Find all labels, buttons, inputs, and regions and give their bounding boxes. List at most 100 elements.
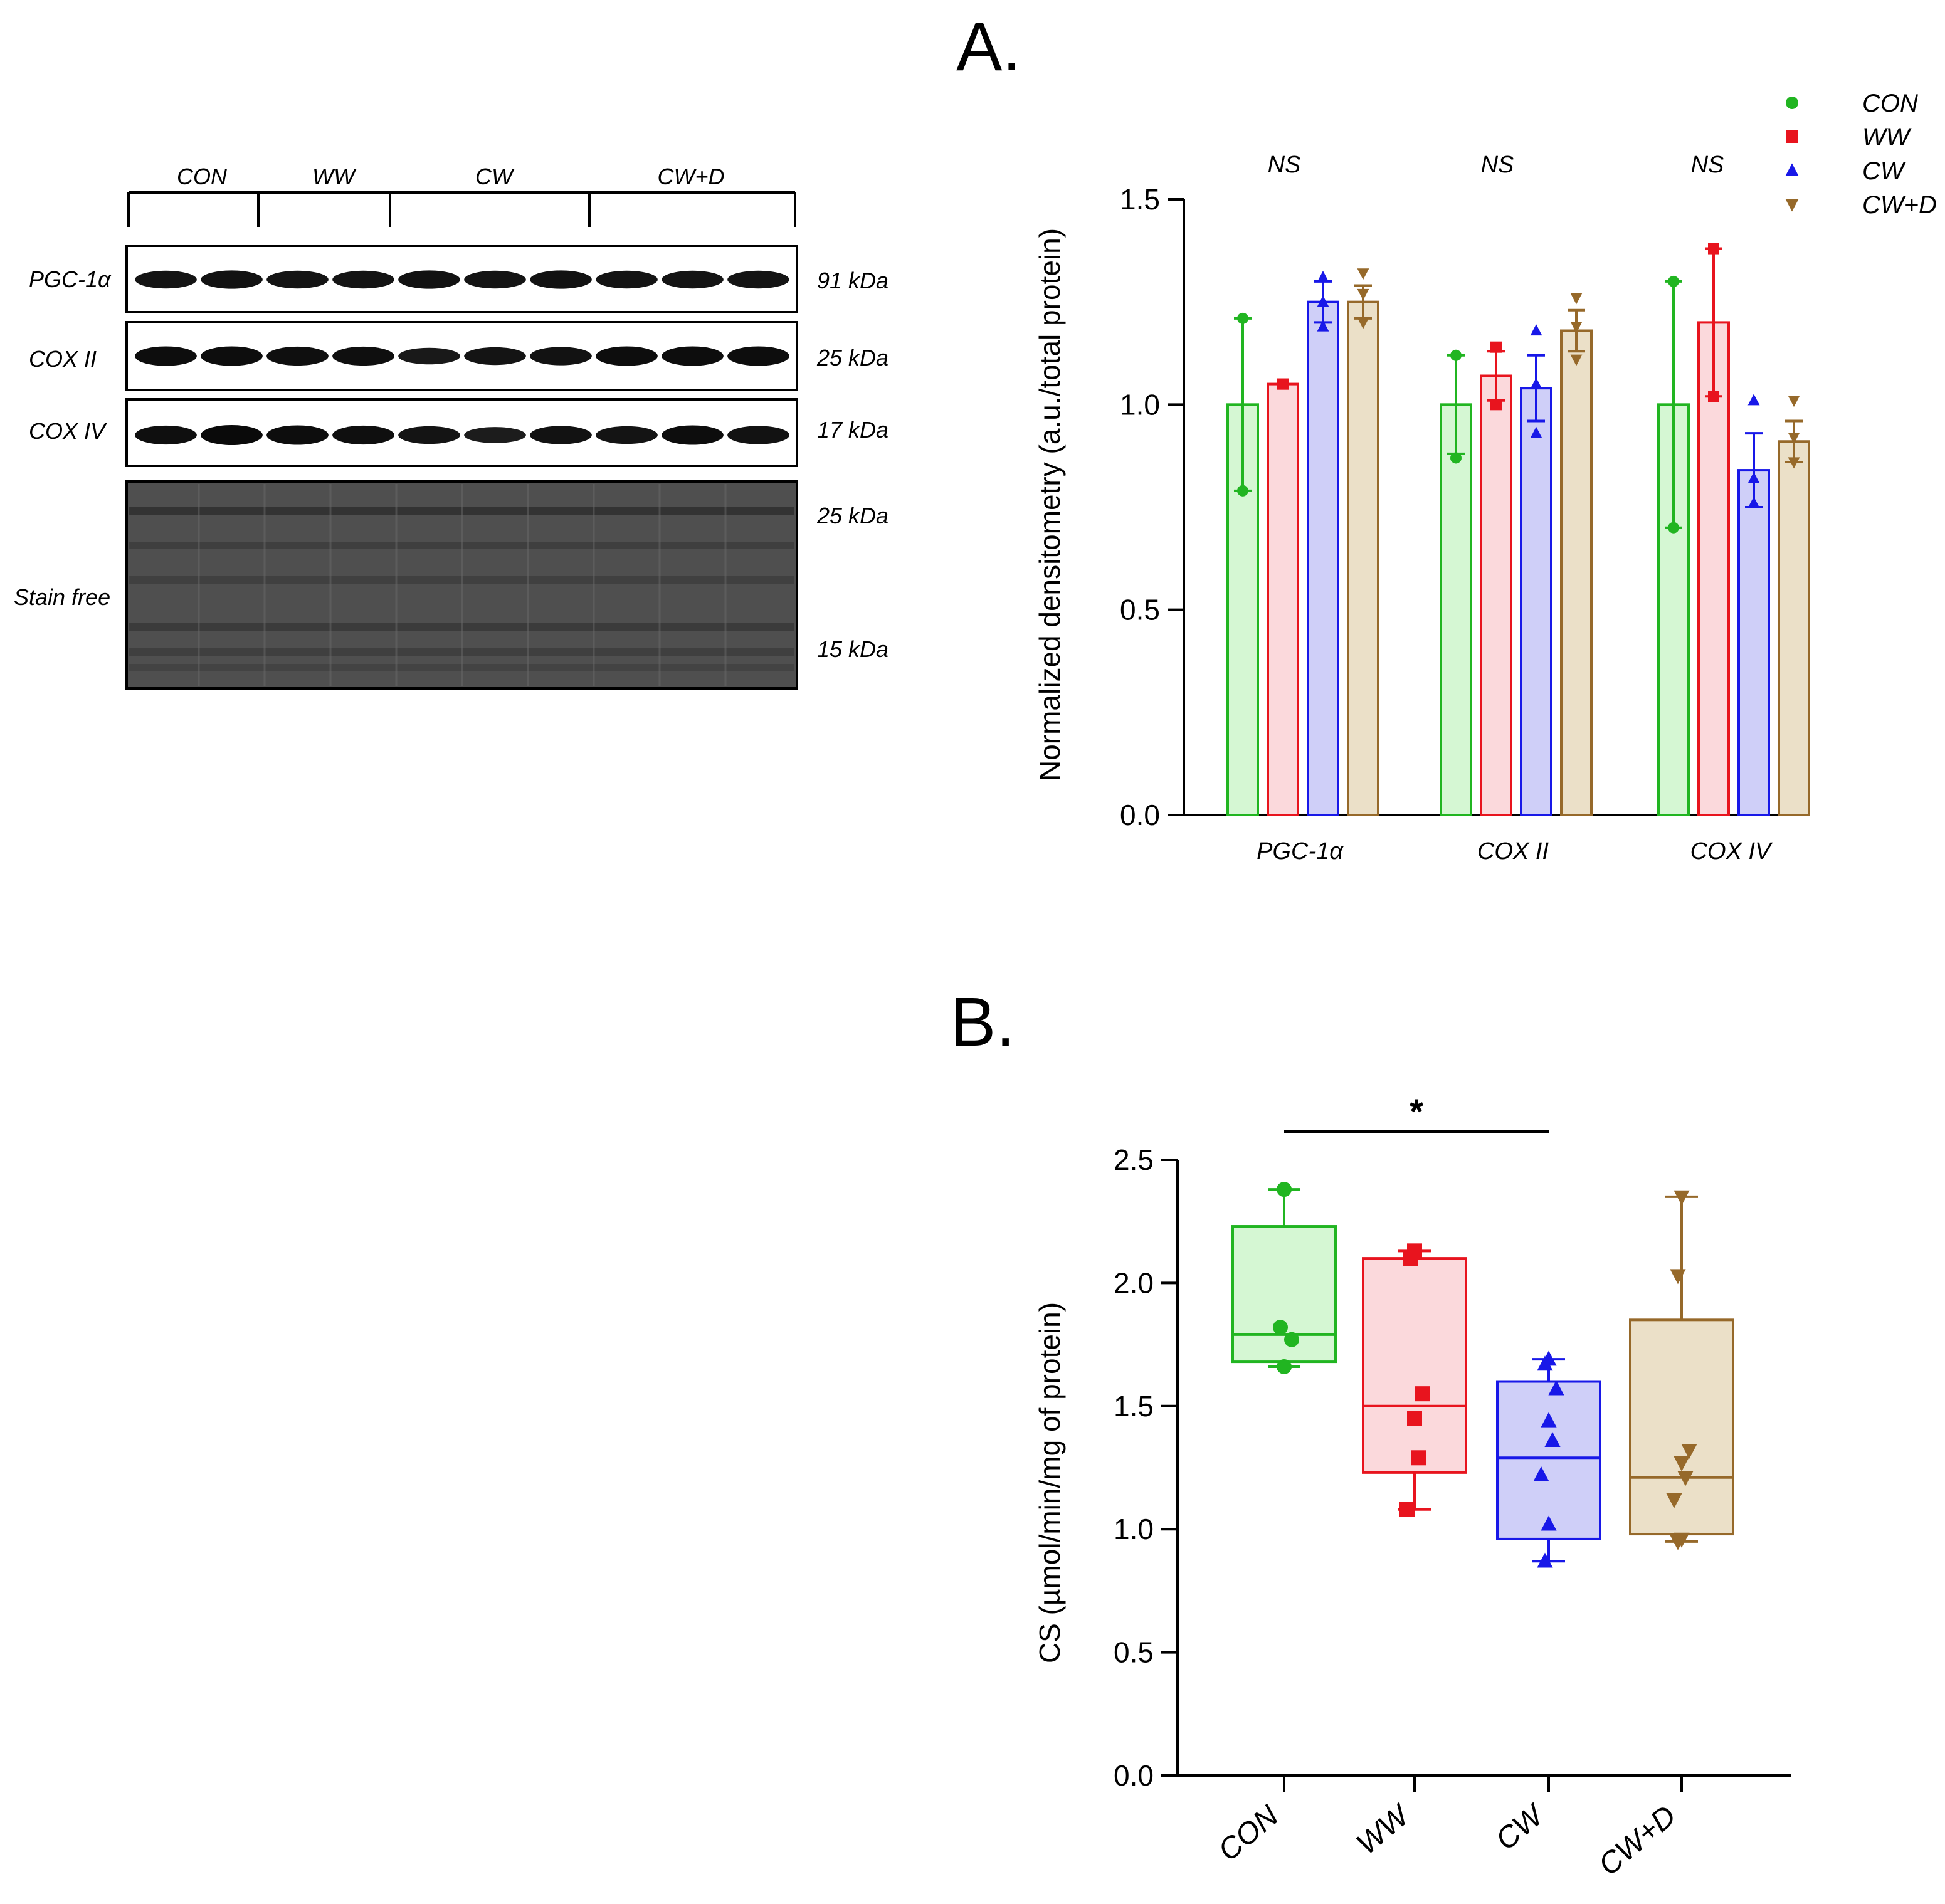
y-tick-label: 0.0	[1120, 799, 1160, 831]
data-point	[1317, 295, 1329, 307]
bar-cw	[1520, 387, 1552, 816]
box-cw	[1496, 1380, 1601, 1540]
blot-band	[135, 270, 197, 289]
blot-band	[530, 270, 592, 289]
blot-band	[530, 347, 592, 366]
stain-free-bands	[129, 484, 794, 686]
data-point	[1788, 396, 1800, 408]
western-blot: CON WW CW CW+D PGC-1α COX II COX IV Stai…	[14, 164, 888, 690]
data-point	[1530, 377, 1542, 389]
blot-row-label: PGC-1α	[29, 266, 112, 292]
x-tick-label: CW	[1490, 1797, 1552, 1857]
bar-cw-d	[1347, 300, 1379, 816]
x-tick-label: COX II	[1477, 838, 1549, 865]
data-point	[1357, 268, 1369, 280]
panel-b-ylabel: CS (µmol/min/mg of protein)	[1033, 1302, 1066, 1663]
legend-label: WW	[1862, 124, 1912, 151]
panel-a-bars	[1226, 243, 1810, 816]
x-tick-label: WW	[1351, 1797, 1418, 1861]
panel-label-b: B.	[950, 984, 1015, 1061]
blot-band	[266, 425, 329, 445]
data-point	[1317, 320, 1329, 332]
blot-band	[398, 347, 460, 365]
blot-band	[596, 346, 658, 366]
data-point	[1277, 378, 1289, 390]
bar-con	[1440, 403, 1472, 816]
panel-a-ylabel: Normalized densitometry (a.u./total prot…	[1033, 228, 1066, 781]
data-point	[1677, 1471, 1694, 1486]
data-point	[1548, 1380, 1564, 1396]
group-bracket	[127, 191, 796, 227]
significance-star: *	[1410, 1091, 1423, 1131]
blot-band	[332, 425, 394, 445]
blot-band	[398, 270, 460, 289]
data-point	[1666, 1493, 1682, 1508]
data-point	[1530, 324, 1542, 336]
y-tick-label: 1.5	[1114, 1390, 1154, 1423]
legend-label: CON	[1862, 90, 1918, 117]
blot-band	[266, 346, 329, 366]
data-point	[1544, 1431, 1561, 1447]
bar-ww	[1480, 374, 1512, 816]
data-point	[1237, 312, 1248, 324]
legend-label: CW	[1862, 157, 1906, 185]
blot-band	[266, 270, 329, 289]
data-point	[1415, 1386, 1430, 1402]
blot-band	[662, 270, 724, 289]
y-tick-label: 1.5	[1120, 183, 1160, 216]
data-point	[1668, 275, 1679, 287]
legend-label: CW+D	[1862, 191, 1937, 219]
bar-ww	[1697, 321, 1730, 816]
box-con	[1231, 1225, 1337, 1364]
data-point	[1747, 394, 1760, 406]
data-point	[1670, 1535, 1686, 1550]
data-point	[1537, 1552, 1553, 1568]
data-point	[1277, 1182, 1292, 1197]
data-point	[1670, 1269, 1686, 1285]
blot-kda-label: 25 kDa	[816, 345, 888, 371]
blot-band	[332, 270, 394, 289]
data-point	[1541, 1412, 1557, 1428]
panel-b-box-plot: B. 0.0 0.5 1.0 1.5 2.0 2.5 CON WW CW CW+D * CS (µm…	[950, 984, 1791, 1882]
blot-band	[727, 270, 789, 289]
data-point	[1450, 452, 1462, 464]
data-point	[1284, 1332, 1299, 1347]
blot-kda-label: 17 kDa	[817, 417, 888, 443]
blot-group-label: CW+D	[658, 164, 725, 189]
bar-cw-d	[1778, 440, 1810, 816]
data-point	[1708, 391, 1719, 402]
blot-band	[727, 346, 789, 366]
blot-bands	[135, 270, 789, 445]
data-point	[1541, 1515, 1557, 1531]
blot-band	[727, 426, 789, 444]
data-point	[1570, 322, 1583, 334]
blot-kda-label: 25 kDa	[816, 503, 888, 529]
panel-label-a: A.	[956, 8, 1021, 85]
y-tick-label: 0.0	[1114, 1759, 1154, 1792]
blot-band	[135, 346, 197, 366]
blot-band	[135, 425, 197, 445]
blot-band	[530, 426, 592, 444]
data-point	[1681, 1444, 1697, 1460]
blot-kda-label: 91 kDa	[817, 268, 888, 293]
ns-annotation: NS	[1481, 152, 1514, 178]
legend-marker	[1785, 199, 1799, 212]
x-tick-label: COX IV	[1690, 838, 1773, 865]
data-point	[1490, 399, 1502, 411]
y-tick-label: 1.0	[1114, 1513, 1154, 1545]
data-point	[1674, 1190, 1690, 1206]
blot-band	[201, 346, 263, 366]
x-tick-label: CW+D	[1593, 1799, 1682, 1882]
data-point	[1788, 433, 1800, 444]
bar-ww	[1267, 382, 1299, 816]
blot-band	[201, 270, 263, 289]
data-point	[1668, 522, 1679, 534]
blot-band	[464, 347, 526, 366]
data-point	[1533, 1466, 1549, 1481]
data-point	[1747, 497, 1760, 508]
blot-band	[464, 270, 526, 289]
blot-band	[662, 425, 724, 445]
blot-row-label: COX II	[29, 346, 97, 372]
data-point	[1570, 293, 1583, 305]
ns-annotation: NS	[1268, 152, 1301, 178]
